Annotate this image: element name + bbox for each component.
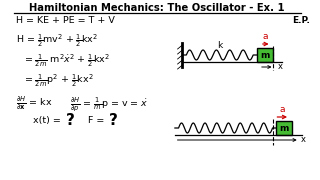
Text: a: a: [279, 105, 285, 114]
Text: k: k: [217, 41, 222, 50]
Text: H = $\frac{1}{2}$mv$^{2}$ + $\frac{1}{2}$kx$^{2}$: H = $\frac{1}{2}$mv$^{2}$ + $\frac{1}{2}…: [16, 32, 98, 49]
Bar: [257, 48, 273, 62]
Text: m: m: [279, 124, 289, 133]
Text: ?: ?: [109, 113, 118, 128]
Text: H = KE + PE = T + V: H = KE + PE = T + V: [16, 16, 115, 25]
Text: m: m: [260, 51, 269, 60]
Text: x: x: [300, 134, 306, 143]
Text: Hamiltonian Mechanics: The Oscillator - Ex. 1: Hamiltonian Mechanics: The Oscillator - …: [29, 3, 285, 13]
Text: $\frac{\partial H}{\partial p}$ = $\frac{1}{m}$p = v = $\dot{x}$: $\frac{\partial H}{\partial p}$ = $\frac…: [70, 96, 149, 113]
Text: x: x: [277, 62, 282, 71]
Text: = $\frac{1}{2m}$p$^{2}$ + $\frac{1}{2}$kx$^{2}$: = $\frac{1}{2m}$p$^{2}$ + $\frac{1}{2}$k…: [24, 72, 93, 89]
Text: E.P.: E.P.: [292, 16, 309, 25]
Text: a: a: [262, 32, 268, 41]
Text: = $\frac{1}{2m}$ m$^{2}\dot{x}^{2}$ + $\frac{1}{2}$kx$^{2}$: = $\frac{1}{2m}$ m$^{2}\dot{x}^{2}$ + $\…: [24, 52, 109, 69]
Text: ?: ?: [66, 113, 75, 128]
Text: $\frac{\partial H}{\partial \mathbf{x}}$ = kx: $\frac{\partial H}{\partial \mathbf{x}}$…: [16, 96, 52, 112]
Text: F =: F =: [87, 116, 107, 125]
Bar: [276, 121, 292, 135]
Text: x(t) =: x(t) =: [33, 116, 64, 125]
